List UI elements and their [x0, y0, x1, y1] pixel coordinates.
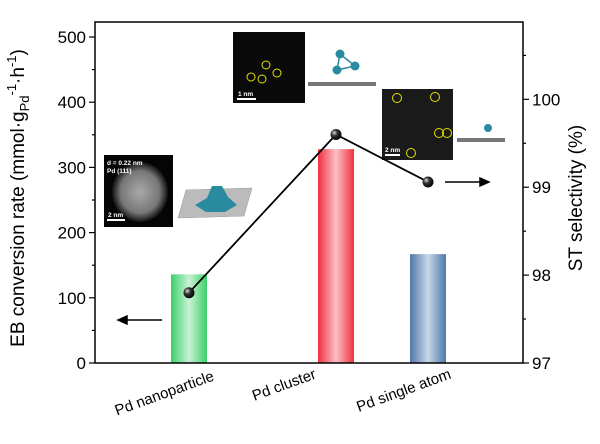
left-axis-title-part: -1: [4, 84, 19, 96]
nanoparticle-label1: d = 0.22 nm: [107, 160, 143, 167]
selectivity-point: [422, 176, 434, 188]
left-tick-label: 100: [58, 289, 86, 308]
bar-2: [410, 254, 446, 363]
category-label: Pd cluster: [250, 366, 318, 405]
pd-atom: [350, 61, 360, 71]
left-axis-title-part: Pd: [17, 95, 32, 111]
bar-1: [318, 149, 354, 363]
highlight-circle: [406, 148, 416, 158]
left-axis-title-part: -1: [4, 55, 19, 67]
inset-images: d = 0.22 nm Pd (111) 2 nm 1 nm: [104, 32, 505, 227]
nanoparticle-model-particle: [195, 186, 237, 212]
left-axis-title-part: ·h: [8, 67, 29, 84]
highlight-circle: [261, 60, 271, 70]
left-tick-label: 500: [58, 28, 86, 47]
selectivity-point: [183, 287, 195, 299]
nanoparticle-scale: 2 nm: [108, 212, 123, 219]
nanoparticle-label2: Pd (111): [107, 168, 132, 175]
left-tick-label: 0: [77, 354, 86, 373]
pd-atom: [332, 65, 342, 75]
single-atom-scale: 2 nm: [385, 147, 400, 154]
category-label: Pd single atom: [354, 366, 453, 416]
arrow-right-head: [479, 176, 491, 188]
left-axis-title: EB conversion rate (mmol·gPd-1·h-1): [4, 49, 32, 347]
category-label: Pd nanoparticle: [113, 368, 217, 420]
cluster-scale: 1 nm: [238, 91, 253, 98]
right-tick-label: 100: [532, 90, 560, 109]
nanoparticle-blob: [112, 162, 168, 222]
right-tick-label: 99: [532, 178, 551, 197]
left-tick-label: 400: [58, 93, 86, 112]
selectivity-point: [330, 128, 342, 140]
scale-bar: [385, 154, 400, 156]
plot-frame: [94, 21, 524, 364]
highlight-circle: [246, 72, 256, 82]
pd-atom: [484, 124, 492, 132]
highlight-circle: [430, 92, 440, 102]
pd-atom: [335, 49, 345, 59]
scale-bar: [237, 98, 256, 100]
highlight-circle: [434, 128, 444, 138]
arrow-left-head: [116, 314, 128, 326]
scale-bar: [107, 219, 125, 221]
highlight-circle: [392, 93, 402, 103]
right-tick-label: 97: [532, 354, 551, 373]
highlight-circle: [442, 128, 452, 138]
highlight-circle: [257, 74, 267, 84]
left-axis-title-part: EB conversion rate (mmol·g: [8, 111, 29, 346]
right-axis-title: ST selectivity (%): [566, 125, 587, 271]
left-tick-label: 300: [58, 158, 86, 177]
right-tick-label: 98: [532, 266, 551, 285]
left-tick-label: 200: [58, 224, 86, 243]
left-axis-title-part: ): [8, 49, 29, 55]
highlight-circle: [272, 68, 282, 78]
